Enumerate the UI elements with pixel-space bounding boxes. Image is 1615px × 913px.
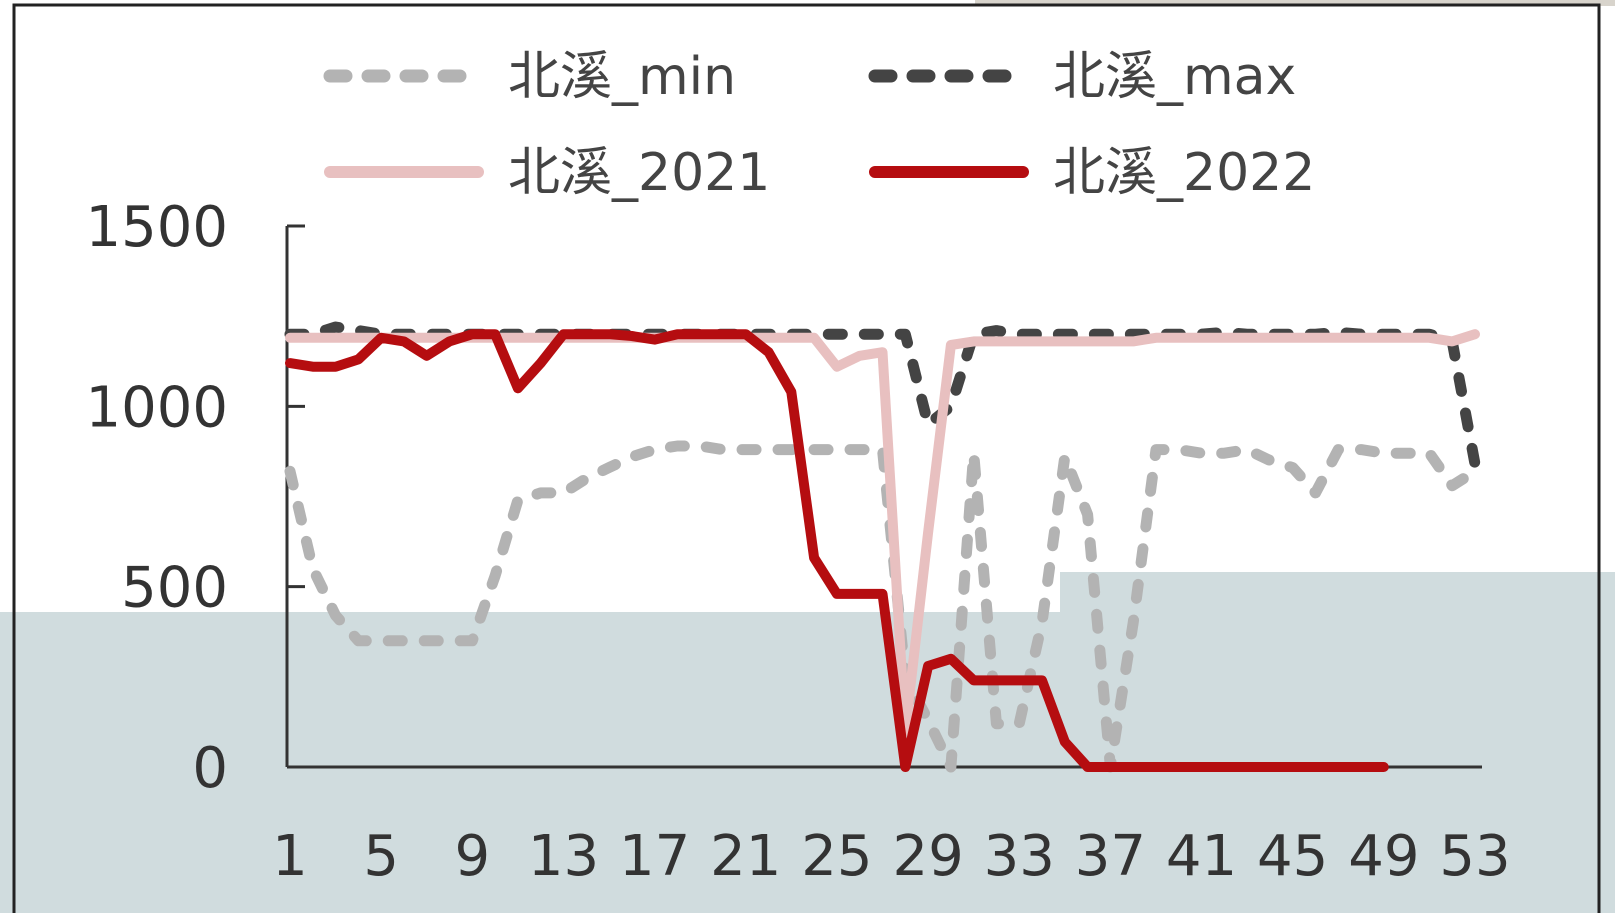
x-tick-label: 33 bbox=[984, 824, 1055, 889]
y-tick-label: 0 bbox=[192, 736, 228, 801]
chart-frame bbox=[12, 3, 1601, 913]
x-tick-label: 21 bbox=[710, 824, 781, 889]
x-tick-label: 17 bbox=[619, 824, 690, 889]
tick-labels: 0 500 1000 1500 1 5 9 13 17 21 25 29 33 37 41 45 49 53 bbox=[85, 195, 1510, 889]
x-tick-label: 37 bbox=[1075, 824, 1146, 889]
y-tick-label: 1500 bbox=[85, 195, 228, 260]
legend-label: 北溪_2022 bbox=[1053, 143, 1315, 203]
x-tick-label: 5 bbox=[363, 824, 399, 889]
x-tick-label: 25 bbox=[801, 824, 872, 889]
x-tick-label: 1 bbox=[272, 824, 308, 889]
y-tick-label: 500 bbox=[121, 556, 228, 621]
x-tick-label: 45 bbox=[1257, 824, 1328, 889]
legend-label: 北溪_min bbox=[508, 47, 736, 107]
x-tick-label: 53 bbox=[1439, 824, 1510, 889]
series-lines bbox=[284, 321, 1481, 773]
top-right-strip bbox=[975, 0, 1615, 6]
legend-label: 北溪_2021 bbox=[508, 143, 770, 203]
bottom-band-right bbox=[1060, 572, 1615, 913]
x-tick-label: 41 bbox=[1166, 824, 1237, 889]
series-line-1 bbox=[284, 440, 1481, 773]
x-tick-label: 9 bbox=[454, 824, 490, 889]
y-tick-label: 1000 bbox=[85, 375, 228, 440]
legend-label: 北溪_max bbox=[1053, 47, 1296, 107]
x-tick-label: 29 bbox=[892, 824, 963, 889]
series-line-4 bbox=[285, 329, 1389, 772]
x-tick-label: 13 bbox=[528, 824, 599, 889]
x-tick-label: 49 bbox=[1348, 824, 1419, 889]
legend: 北溪_min 北溪_max 北溪_2021 北溪_2022 bbox=[323, 47, 1315, 203]
